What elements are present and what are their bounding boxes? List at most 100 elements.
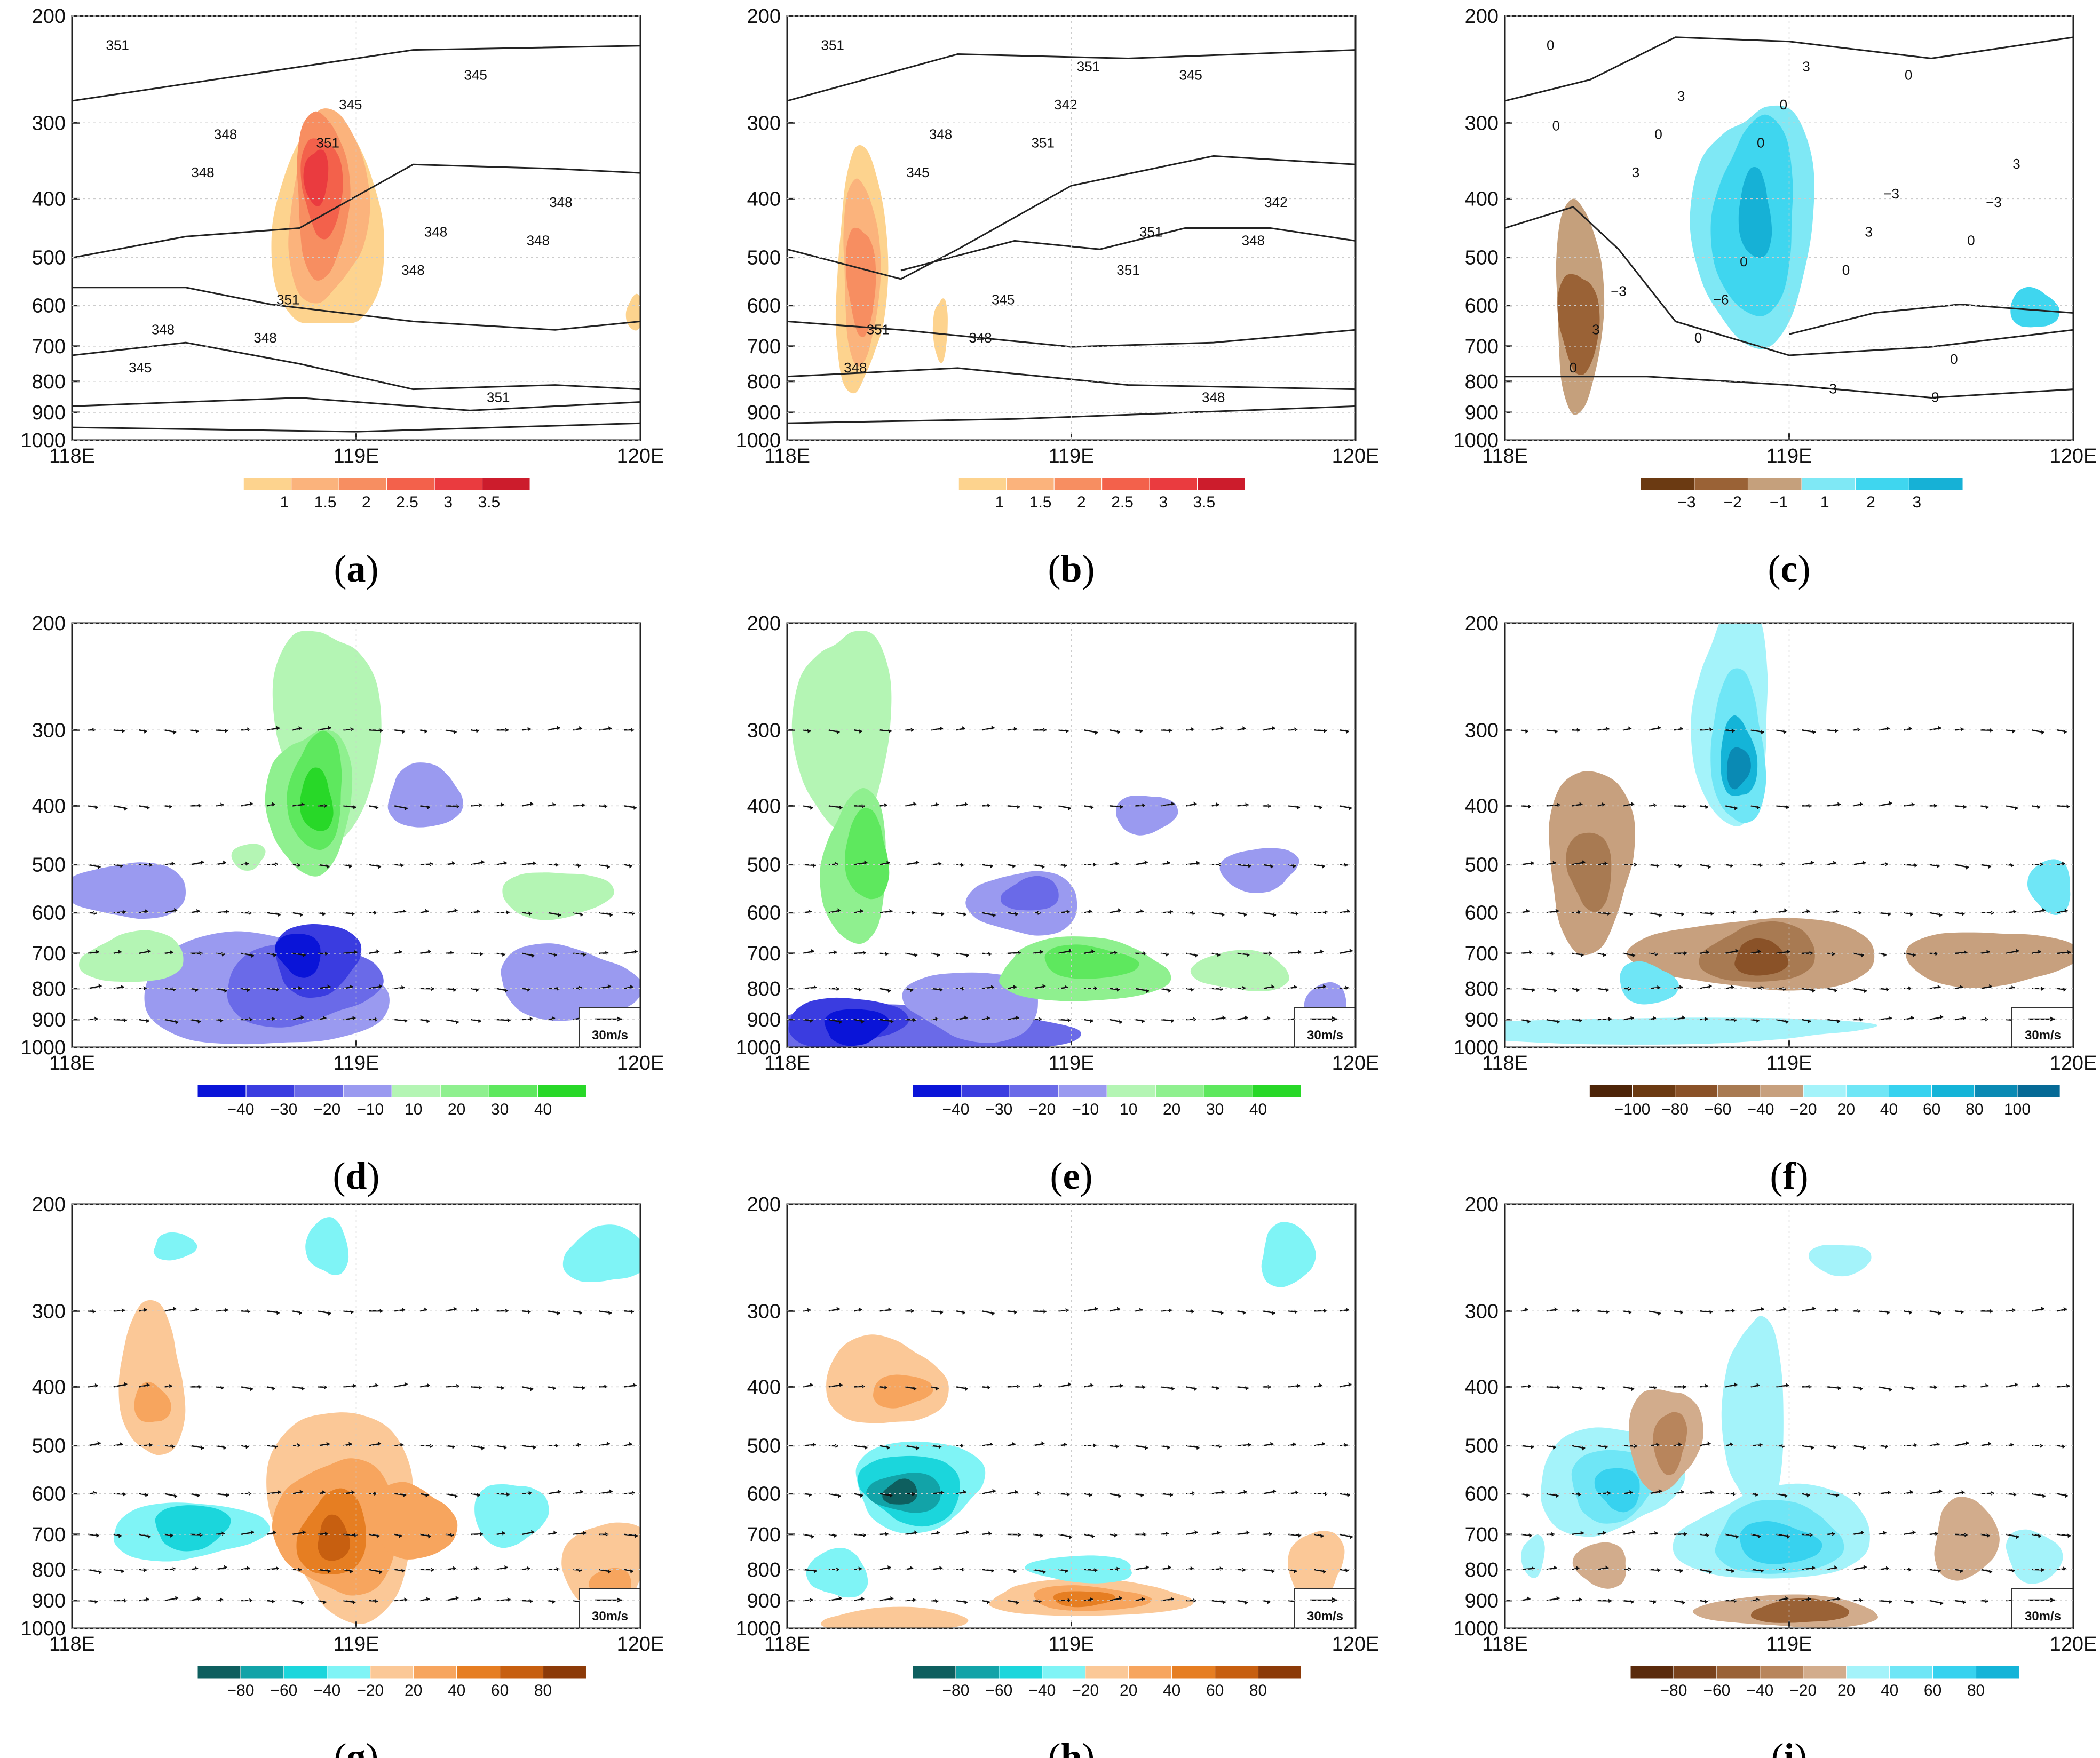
arrow-head xyxy=(1165,1531,1169,1536)
arrow-head xyxy=(455,1020,459,1024)
arrow-head xyxy=(629,864,632,869)
y-tick-label: 600 xyxy=(1465,902,1499,925)
arrow-head xyxy=(1116,1566,1120,1571)
arrow-head xyxy=(1684,951,1687,956)
arrow-head xyxy=(1988,864,1992,869)
arrow-head xyxy=(577,1443,581,1447)
arrow-head xyxy=(1653,1600,1657,1604)
y-tick-label: 800 xyxy=(747,978,781,1000)
shade-region xyxy=(1750,1598,1850,1623)
shade-region xyxy=(2027,859,2071,915)
shade-region xyxy=(134,1381,171,1422)
arrow-head xyxy=(1966,1441,1969,1445)
colorbar-swatch xyxy=(1149,477,1198,491)
arrow-head xyxy=(1191,1309,1194,1314)
arrow-head xyxy=(1936,864,1940,869)
arrow-head xyxy=(1706,1533,1709,1538)
shade-region xyxy=(2006,1529,2063,1584)
x-tick-label: 118E xyxy=(764,1052,810,1075)
panel-c: 000003000−3−6−903333003−3−3−302003004005… xyxy=(1453,5,2097,590)
colorbar-tick-label: 2.5 xyxy=(1111,494,1134,511)
arrow-head xyxy=(1576,1308,1580,1313)
reference-arrow-head xyxy=(1332,1016,1337,1022)
arrow-head xyxy=(1708,1570,1712,1574)
arrow-head xyxy=(1631,1387,1635,1391)
arrow-head xyxy=(1709,1310,1713,1315)
arrow-head xyxy=(1887,1490,1891,1495)
arrow-head xyxy=(1681,912,1684,917)
arrow-head xyxy=(528,1491,532,1496)
y-tick-label: 500 xyxy=(1465,247,1499,269)
colorbar-tick-label: −20 xyxy=(1072,1682,1099,1699)
arrow-head xyxy=(171,1444,175,1449)
colorbar-swatch xyxy=(1675,1084,1718,1098)
arrow-head xyxy=(1168,1308,1172,1313)
arrow-head xyxy=(378,1570,382,1574)
y-tick-label: 200 xyxy=(747,1194,781,1216)
arrow-head xyxy=(1322,984,1326,989)
arrow-head xyxy=(507,1018,511,1023)
arrow-head xyxy=(935,1386,939,1391)
arrow-head xyxy=(144,1307,147,1312)
arrow-head xyxy=(401,1569,405,1573)
arrow-head xyxy=(1551,1532,1555,1537)
arrow-head xyxy=(425,909,429,913)
arrow-head xyxy=(529,1016,533,1021)
arrow-head xyxy=(2063,1307,2067,1311)
arrow-head xyxy=(1883,1530,1887,1535)
arrow-head xyxy=(858,1566,862,1571)
y-tick-label: 500 xyxy=(747,247,781,269)
colorbar-swatch xyxy=(1760,1084,1804,1098)
arrow-head xyxy=(1120,805,1123,809)
arrow-head xyxy=(835,862,838,866)
arrow-head xyxy=(1859,1386,1863,1391)
arrow-head xyxy=(453,1307,457,1311)
arrow-head xyxy=(1806,1493,1810,1498)
arrow-head xyxy=(475,1566,479,1571)
contour-label: 345 xyxy=(339,97,362,113)
arrow-head xyxy=(1042,984,1046,989)
arrow-head xyxy=(1961,1490,1965,1495)
arrow-head xyxy=(1784,908,1788,913)
arrow-head xyxy=(935,1598,939,1603)
arrow-head xyxy=(93,911,97,916)
shade-region xyxy=(1219,848,1299,893)
shade-region xyxy=(1053,1591,1116,1608)
colorbar-tick-label: 60 xyxy=(491,1682,509,1699)
arrow-head xyxy=(580,912,583,917)
contour-line xyxy=(787,405,1356,424)
colorbar-swatch xyxy=(961,1084,1010,1098)
arrow-head xyxy=(1167,861,1170,865)
contour-label: 345 xyxy=(1179,67,1202,83)
arrow-head xyxy=(378,864,382,869)
colorbar-tick-label: 40 xyxy=(1881,1682,1898,1699)
reference-vector-label: 30m/s xyxy=(592,1028,628,1043)
arrow-head xyxy=(1681,1490,1684,1494)
arrow-head xyxy=(427,1534,431,1539)
arrow-head xyxy=(1067,1598,1071,1603)
arrow-head xyxy=(328,1311,331,1316)
arrow-head xyxy=(2038,1534,2041,1539)
colorbar-swatch xyxy=(1128,1665,1172,1679)
arrow-head xyxy=(859,729,862,734)
arrow-head xyxy=(1170,1597,1174,1602)
colorbar-tick-label: −40 xyxy=(227,1101,255,1118)
y-tick-label: 300 xyxy=(32,1300,66,1323)
arrow-head xyxy=(1114,1533,1118,1538)
arrow-head xyxy=(1884,1444,1888,1449)
arrow-head xyxy=(941,912,945,917)
arrow-head xyxy=(1142,803,1146,808)
arrow-head xyxy=(885,951,889,956)
arrow-head xyxy=(97,1441,101,1445)
contour-label: 348 xyxy=(214,126,237,142)
arrow-head xyxy=(223,1445,226,1450)
arrow-head xyxy=(1859,1598,1863,1603)
y-tick-label: 400 xyxy=(32,188,66,210)
arrow-head xyxy=(987,1385,990,1390)
arrow-head xyxy=(1016,805,1020,809)
arrow-head xyxy=(861,1596,865,1601)
arrow-head xyxy=(1911,1386,1915,1391)
arrow-head xyxy=(916,860,920,865)
arrow-head xyxy=(1144,1445,1148,1450)
contour-label: 351 xyxy=(106,37,129,53)
